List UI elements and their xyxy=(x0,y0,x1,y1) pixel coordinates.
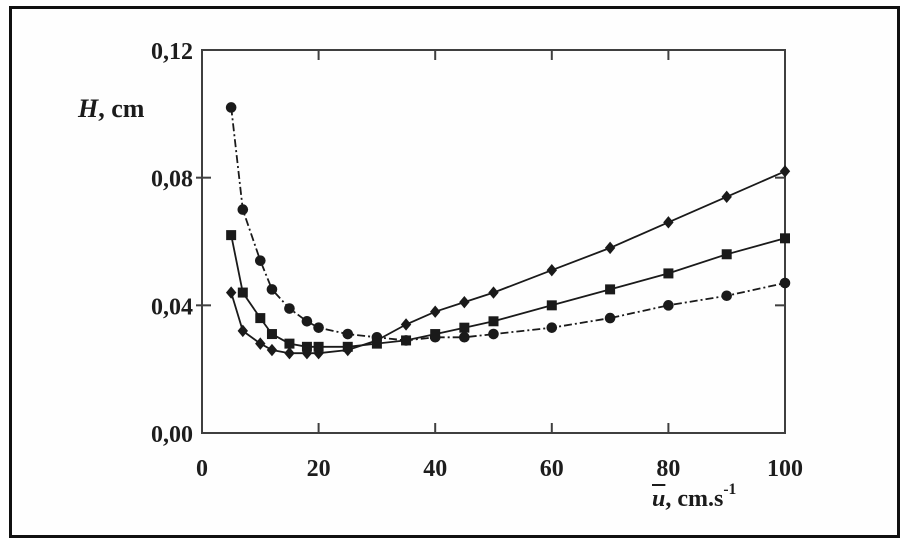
marker-diamond xyxy=(400,318,412,331)
y-tick-label: 0,04 xyxy=(151,294,193,320)
marker-diamond xyxy=(313,347,324,360)
marker-diamond xyxy=(342,343,353,357)
marker-diamond xyxy=(301,347,313,360)
marker-circle xyxy=(342,328,354,340)
x-tick-label: 20 xyxy=(307,456,331,482)
marker-diamond xyxy=(225,286,237,299)
y-tick-label: 0,12 xyxy=(151,39,193,65)
marker-square xyxy=(301,341,312,352)
marker-square xyxy=(401,335,412,346)
marker-circle xyxy=(604,312,616,324)
marker-diamond xyxy=(237,324,249,338)
figure-border xyxy=(9,6,900,538)
x-axis-unit: , cm.s xyxy=(665,486,724,512)
marker-circle xyxy=(721,290,732,302)
y-axis-variable: H xyxy=(78,94,99,123)
marker-circle xyxy=(301,315,313,327)
y-tick-label: 0,00 xyxy=(151,422,193,448)
marker-diamond xyxy=(266,343,278,357)
y-axis-unit: , cm xyxy=(98,94,145,123)
marker-square xyxy=(430,329,441,340)
marker-square xyxy=(488,316,499,327)
x-axis-exponent: -1 xyxy=(723,480,737,498)
x-tick-label: 40 xyxy=(423,456,447,482)
marker-circle xyxy=(488,328,499,340)
marker-diamond xyxy=(255,337,266,350)
y-axis-title: H, cm xyxy=(78,94,144,124)
marker-diamond xyxy=(371,334,383,347)
marker-diamond xyxy=(459,295,470,309)
marker-square xyxy=(459,322,470,333)
marker-circle xyxy=(254,255,266,266)
marker-square xyxy=(226,230,237,241)
marker-square xyxy=(255,313,266,324)
marker-square xyxy=(605,284,616,295)
marker-circle xyxy=(284,303,295,314)
marker-circle xyxy=(779,277,791,289)
marker-square xyxy=(313,341,324,352)
marker-diamond xyxy=(546,264,557,277)
marker-circle xyxy=(546,322,558,333)
marker-diamond xyxy=(721,190,732,204)
plot-frame xyxy=(201,49,786,434)
marker-circle xyxy=(663,300,674,311)
marker-diamond xyxy=(663,216,674,229)
marker-square xyxy=(266,329,277,340)
marker-square xyxy=(663,268,674,279)
marker-square xyxy=(780,233,790,244)
marker-circle xyxy=(459,331,470,343)
series-line-circle xyxy=(230,107,786,342)
x-tick-label: 0 xyxy=(196,456,208,482)
marker-circle xyxy=(313,322,324,333)
marker-square xyxy=(284,338,295,349)
marker-diamond xyxy=(284,347,295,360)
x-tick-label: 80 xyxy=(656,456,680,482)
marker-circle xyxy=(266,284,278,295)
marker-diamond xyxy=(488,286,499,299)
marker-diamond xyxy=(604,241,616,255)
marker-circle xyxy=(237,204,249,215)
marker-circle xyxy=(225,102,237,113)
marker-diamond xyxy=(779,165,791,178)
marker-square xyxy=(237,287,248,298)
y-tick-label: 0,08 xyxy=(151,167,193,193)
x-tick-label: 100 xyxy=(767,456,803,482)
marker-diamond xyxy=(430,305,441,318)
marker-square xyxy=(721,249,732,260)
x-axis-variable: u xyxy=(652,486,666,512)
x-axis-title: u, cm.s-1 xyxy=(652,480,737,513)
marker-square xyxy=(546,300,557,311)
x-tick-label: 60 xyxy=(540,456,564,482)
